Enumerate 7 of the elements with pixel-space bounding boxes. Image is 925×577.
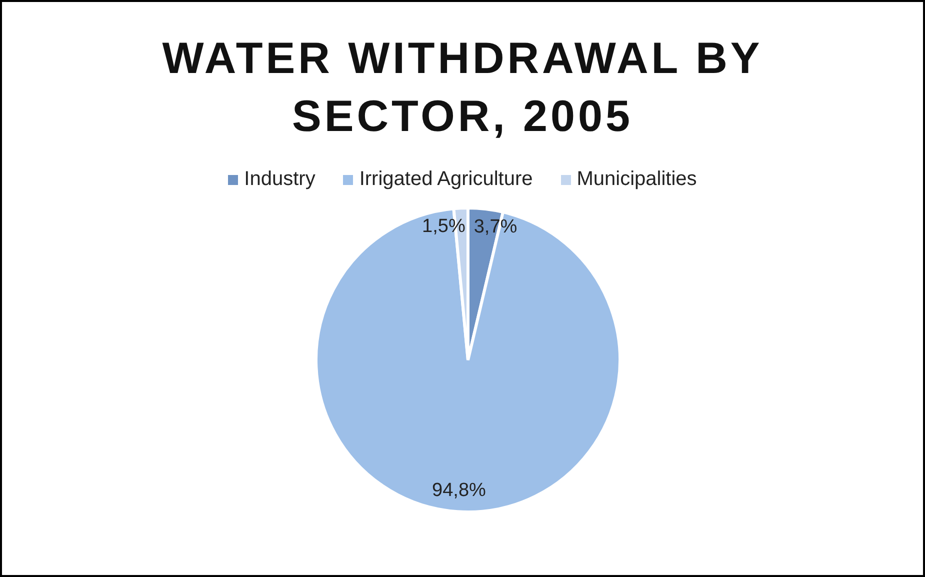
legend-label: Industry (244, 168, 316, 191)
data-label: 1,5% (422, 216, 466, 237)
legend-label: Municipalities (576, 168, 697, 191)
legend-label: Irrigated Agriculture (359, 168, 533, 191)
data-label: 94,8% (432, 480, 486, 501)
chart-title: WATER WITHDRAWAL BY SECTOR, 2005 (161, 33, 764, 143)
pie-slice (314, 207, 622, 514)
